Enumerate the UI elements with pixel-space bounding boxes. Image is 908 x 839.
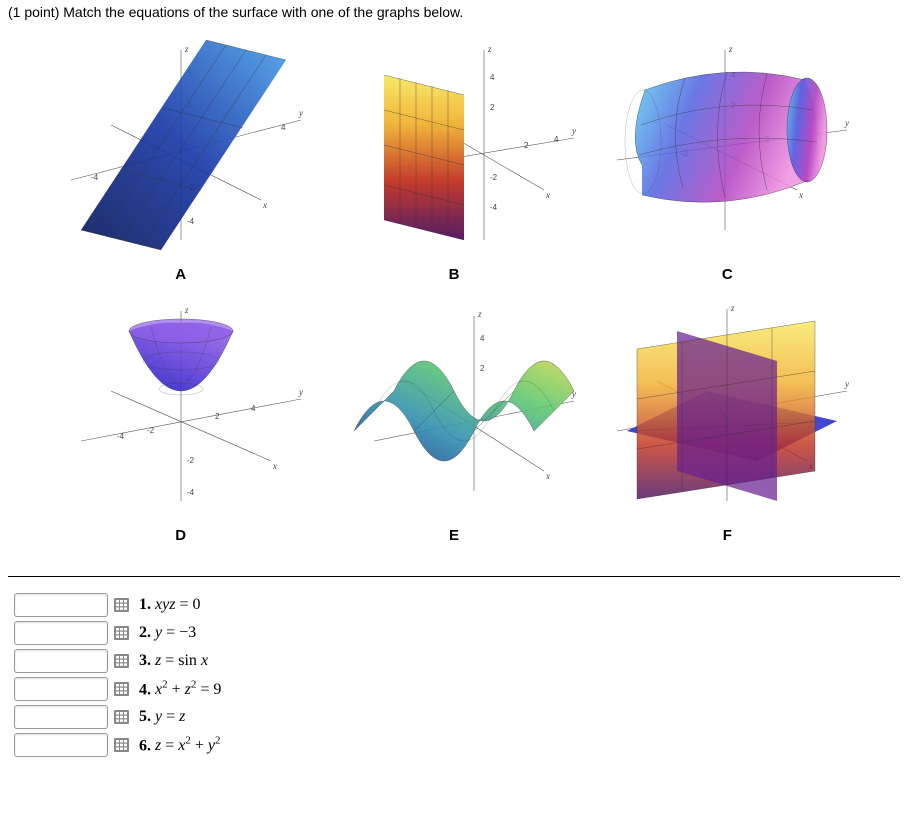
answer-row-4: 4. x2 + z2 = 9 (8, 677, 900, 701)
svg-text:-4: -4 (187, 488, 195, 497)
answer-row-3: 3. z = sin x (8, 649, 900, 673)
equation-6: 6. z = x2 + y2 (139, 735, 221, 755)
graph-C: z y x 42 2-2 (597, 30, 857, 260)
answer-row-1: 1. xyz = 0 (8, 593, 900, 617)
svg-text:x: x (545, 471, 550, 481)
svg-text:y: y (571, 126, 576, 136)
graph-cell-F: z y x F (595, 291, 860, 544)
svg-text:z: z (730, 303, 735, 313)
svg-text:2: 2 (215, 412, 220, 421)
graph-F: z y x (597, 291, 857, 521)
svg-text:-4: -4 (187, 217, 195, 226)
equation-2: 2. y = −3 (139, 624, 196, 642)
svg-text:-4: -4 (490, 203, 498, 212)
svg-text:x: x (798, 190, 803, 200)
svg-text:z: z (728, 44, 733, 54)
graph-label-D: D (48, 527, 313, 544)
svg-text:-2: -2 (490, 173, 498, 182)
answer-input-3[interactable] (14, 649, 108, 673)
svg-text:z: z (184, 44, 189, 54)
svg-text:z: z (477, 309, 482, 319)
svg-text:x: x (272, 461, 277, 471)
answer-input-5[interactable] (14, 705, 108, 729)
svg-text:y: y (298, 108, 303, 118)
equation-5: 5. y = z (139, 708, 185, 726)
keypad-icon[interactable] (114, 738, 129, 752)
keypad-icon[interactable] (114, 598, 129, 612)
answer-input-6[interactable] (14, 733, 108, 757)
answer-block: 1. xyz = 0 2. y = −3 3. z = sin x 4. x2 … (8, 593, 900, 757)
answer-input-4[interactable] (14, 677, 108, 701)
svg-text:-4: -4 (91, 173, 99, 182)
svg-text:4: 4 (251, 404, 256, 413)
keypad-icon[interactable] (114, 682, 129, 696)
svg-text:z: z (487, 44, 492, 54)
graph-grid: z y x 4 2 -2 -4 -4 4 A (8, 30, 900, 554)
svg-text:4: 4 (490, 73, 495, 82)
answer-input-1[interactable] (14, 593, 108, 617)
graph-A: z y x 42 -2-4 -44 (51, 30, 311, 260)
svg-text:y: y (298, 387, 303, 397)
svg-text:2: 2 (490, 103, 495, 112)
svg-text:x: x (262, 200, 267, 210)
separator (8, 576, 900, 577)
keypad-icon[interactable] (114, 654, 129, 668)
svg-text:-2: -2 (187, 456, 195, 465)
svg-text:y: y (844, 118, 849, 128)
graph-B: z y x 42 -2-4 24 -2-4 (324, 30, 584, 260)
svg-text:4: 4 (480, 334, 485, 343)
graph-label-C: C (595, 266, 860, 283)
svg-text:-2: -2 (147, 426, 155, 435)
graph-cell-A: z y x 42 -2-4 -44 A (48, 30, 313, 283)
keypad-icon[interactable] (114, 626, 129, 640)
answer-row-2: 2. y = −3 (8, 621, 900, 645)
equation-4: 4. x2 + z2 = 9 (139, 679, 221, 699)
graph-label-B: B (321, 266, 586, 283)
answer-input-2[interactable] (14, 621, 108, 645)
graph-cell-B: z y x 42 -2-4 24 -2-4 B (321, 30, 586, 283)
question-prompt: (1 point) Match the equations of the sur… (8, 4, 900, 20)
answer-row-6: 6. z = x2 + y2 (8, 733, 900, 757)
graph-cell-C: z y x 42 2-2 C (595, 30, 860, 283)
svg-text:z: z (184, 305, 189, 315)
graph-label-F: F (595, 527, 860, 544)
equation-1: 1. xyz = 0 (139, 596, 200, 614)
graph-label-E: E (321, 527, 586, 544)
graph-E: z y x 42 (324, 291, 584, 521)
svg-text:2: 2 (524, 141, 529, 150)
svg-text:x: x (545, 190, 550, 200)
graph-label-A: A (48, 266, 313, 283)
svg-text:4: 4 (554, 135, 559, 144)
svg-text:4: 4 (281, 123, 286, 132)
graph-cell-E: z y x 42 E (321, 291, 586, 544)
equation-3: 3. z = sin x (139, 652, 208, 670)
svg-text:2: 2 (480, 364, 485, 373)
graph-cell-D: z y x 42 -2-4 -4-2 24 D (48, 291, 313, 544)
svg-text:-4: -4 (117, 432, 125, 441)
keypad-icon[interactable] (114, 710, 129, 724)
answer-row-5: 5. y = z (8, 705, 900, 729)
graph-D: z y x 42 -2-4 -4-2 24 (51, 291, 311, 521)
svg-text:y: y (844, 379, 849, 389)
